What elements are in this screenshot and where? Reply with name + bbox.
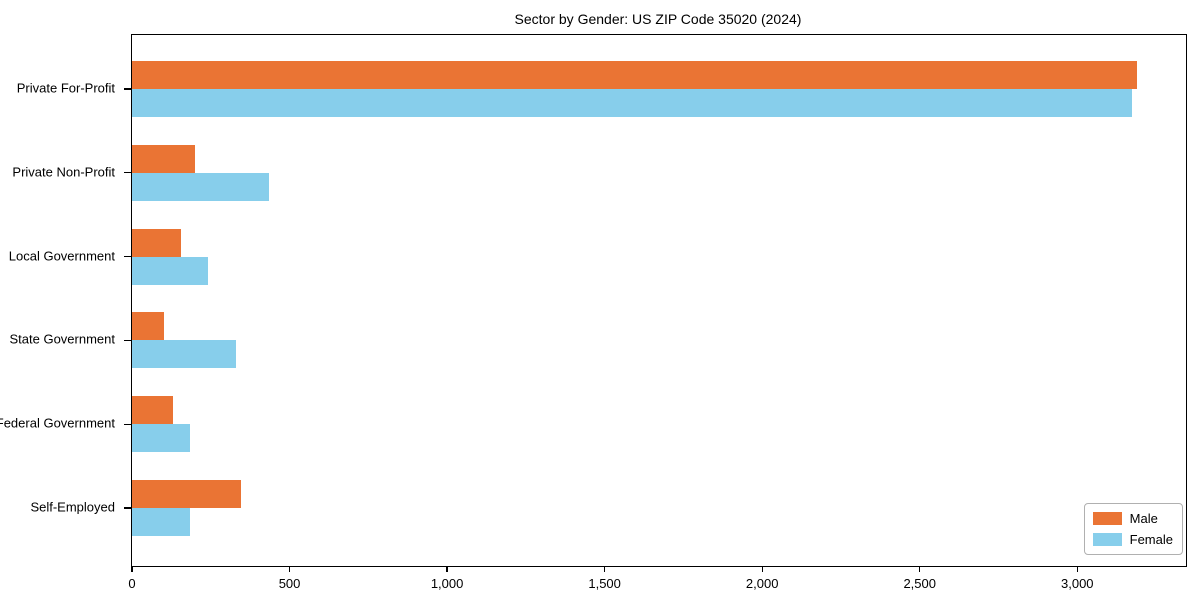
x-tick-label: 1,000 [430, 576, 464, 591]
category-label: Private Non-Profit [12, 164, 115, 180]
male-bar [132, 480, 241, 508]
x-axis-tick [288, 566, 291, 572]
x-axis-tick [131, 566, 133, 572]
x-tick-label: 500 [278, 576, 301, 591]
legend-label: Female [1129, 532, 1173, 547]
y-axis-tick [124, 172, 132, 174]
legend: Male Female [1083, 503, 1183, 555]
y-axis-tick [124, 88, 132, 90]
female-bar [132, 424, 191, 453]
category-label: State Government [9, 331, 116, 347]
category-label: Federal Government [0, 415, 115, 431]
female-bar [132, 256, 208, 285]
male-bar [132, 396, 173, 425]
female-legend-swatch [1092, 533, 1122, 546]
male-legend-swatch [1092, 512, 1122, 525]
y-axis-tick [124, 423, 132, 425]
x-tick-label: 2,500 [903, 576, 936, 591]
x-axis-tick [1076, 566, 1078, 572]
legend-label: Male [1129, 511, 1158, 526]
chart-title: Sector by Gender: US ZIP Code 35020 (202… [514, 11, 802, 27]
legend-item: Female [1092, 532, 1173, 547]
category-label: Private For-Profit [16, 80, 115, 96]
female-bar [132, 508, 191, 536]
y-axis-tick [124, 507, 132, 509]
x-axis-tick [919, 566, 921, 572]
x-tick-label: 0 [128, 576, 136, 591]
category-label: Local Government [8, 248, 115, 264]
y-axis-tick [124, 255, 132, 258]
female-bar [132, 340, 236, 369]
male-bar [132, 61, 1138, 89]
legend-item: Male [1092, 511, 1173, 526]
x-tick-label: 3,000 [1061, 576, 1094, 591]
plot-area: Male Female 0 500 1,000 1,500 2,000 2,500 3,000 [124, 34, 1187, 591]
female-bar [132, 89, 1133, 117]
x-axis-tick [761, 566, 763, 572]
x-tick-label: 2,000 [745, 576, 779, 591]
x-axis-tick [603, 566, 606, 572]
male-bar [132, 228, 181, 257]
male-bar [132, 312, 164, 341]
y-axis-tick [124, 339, 132, 342]
category-label: Self-Employed [30, 499, 115, 515]
female-bar [132, 172, 270, 201]
x-tick-label: 1,500 [588, 576, 621, 591]
x-axis-tick [446, 566, 448, 572]
male-bar [132, 144, 196, 173]
